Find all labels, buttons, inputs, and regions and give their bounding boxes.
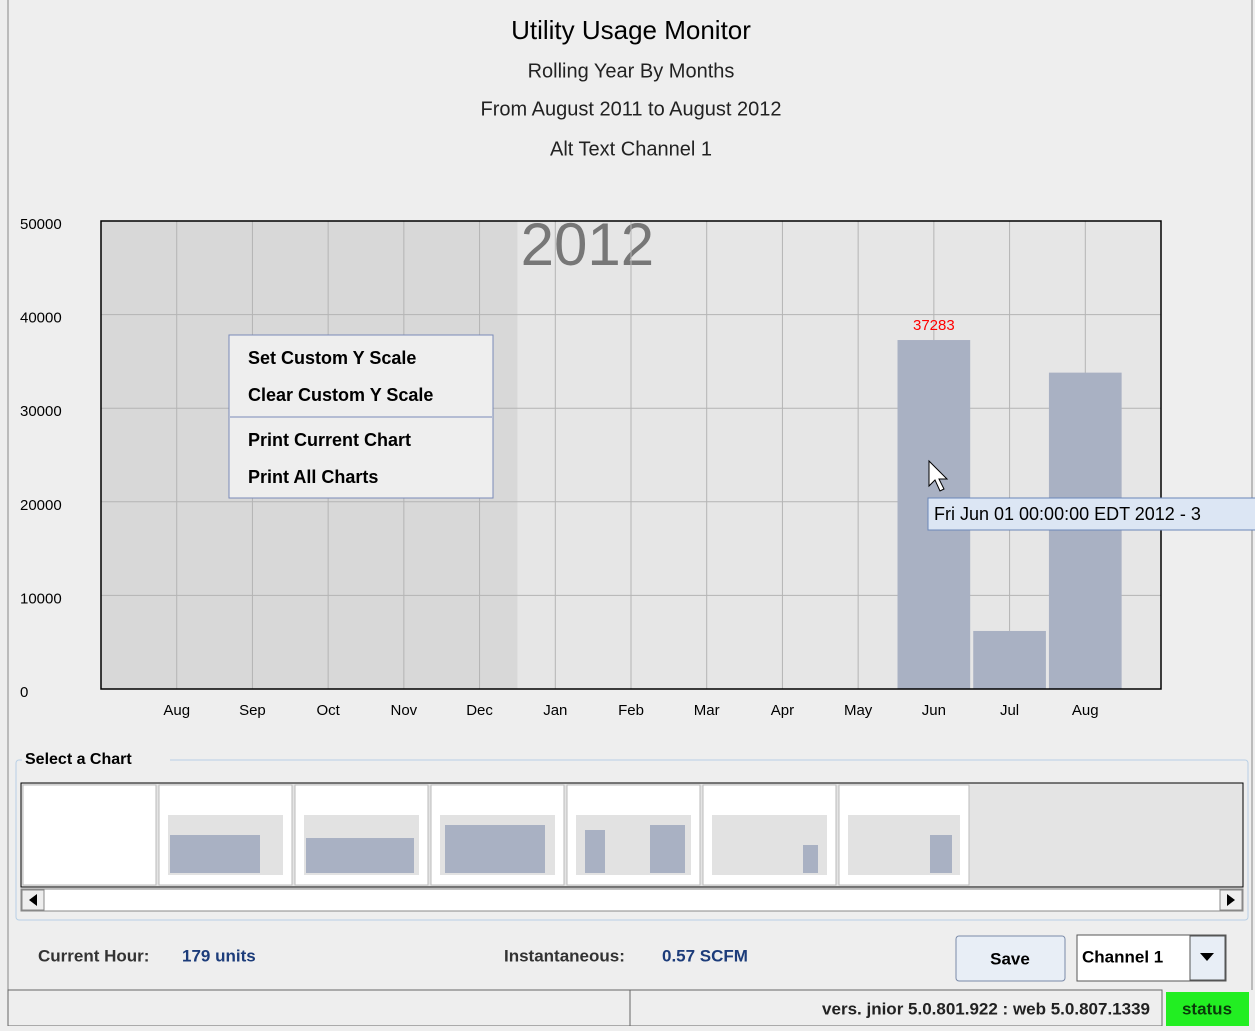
menu-item[interactable]: Set Custom Y Scale [248, 348, 416, 368]
subtitle: From August 2011 to August 2012 [481, 98, 782, 120]
plot-border [100, 220, 1162, 690]
y-tick-label: 50000 [20, 216, 62, 233]
instantaneous-value: 0.57 SCFM [662, 946, 748, 965]
cursor [928, 459, 949, 492]
scroll-right-arrow [1227, 894, 1235, 906]
thumbnail-bars [170, 835, 260, 873]
thumbnail-bars [306, 838, 414, 873]
x-tick-label: Nov [391, 702, 418, 719]
x-tick-label: Jul [1000, 702, 1019, 719]
context-menu: Set Custom Y Scale Clear Custom Y Scale … [228, 334, 494, 499]
instantaneous-label: Instantaneous: [504, 946, 625, 965]
year-annotation: 2012 [521, 211, 654, 278]
bar [1048, 372, 1122, 689]
thumbnails [22, 784, 970, 886]
plot: 2012 0 10000 20000 30000 40000 50000 Aug Sep Oct N… [20, 211, 1162, 719]
current-hour-value: 179 units [182, 946, 256, 965]
x-tick-label: Aug [1072, 702, 1099, 719]
selector-title: Select a Chart [25, 751, 132, 768]
current-hour-label: Current Hour: [38, 946, 149, 965]
tooltip-box [927, 497, 1255, 531]
thumbnail-bars [585, 830, 605, 873]
x-tick-label: May [844, 702, 873, 719]
y-tick-label: 20000 [20, 497, 62, 514]
x-tick-label: Oct [316, 702, 340, 719]
save-label: Save [990, 949, 1030, 968]
menu-item[interactable]: Print All Charts [248, 467, 378, 487]
y-tick-label: 30000 [20, 403, 62, 420]
save-button[interactable] [955, 935, 1066, 982]
menu-item[interactable]: Print Current Chart [248, 430, 411, 450]
scrollbar[interactable] [20, 888, 1244, 912]
status-panel [629, 989, 1163, 1027]
x-tick-label: Mar [694, 702, 720, 719]
dropdown-arrow [1200, 953, 1214, 961]
status: status [1182, 999, 1232, 1018]
y-tick-label: 10000 [20, 590, 62, 607]
status-panel [7, 989, 631, 1027]
x-tick-label: Jun [922, 702, 946, 719]
x-tick-label: Sep [239, 702, 266, 719]
channel-label: Channel 1 [1082, 947, 1163, 966]
status-box [1166, 992, 1249, 1026]
subtitle: Rolling Year By Months [528, 60, 735, 82]
bar [973, 630, 1046, 689]
x-tick-label: Apr [771, 702, 794, 719]
tooltip: Fri Jun 01 00:00:00 EDT 2012 - 3 [934, 504, 1201, 524]
x-tick-label: Feb [618, 702, 644, 719]
thumbnail-bars [650, 825, 685, 873]
thumbnail-bars [803, 845, 818, 873]
value-label: 37283 [913, 317, 955, 334]
chart-title: Utility Usage Monitor [511, 15, 751, 45]
version: vers. jnior 5.0.801.922 : web 5.0.807.13… [822, 999, 1150, 1018]
selector-border [15, 759, 1249, 921]
y-tick-label: 40000 [20, 310, 62, 327]
selector-title-bg [22, 752, 170, 770]
subtitle: Alt Text Channel 1 [550, 138, 712, 160]
menu-item[interactable]: Clear Custom Y Scale [248, 385, 433, 405]
x-tick-label: Jan [543, 702, 567, 719]
thumbnail[interactable] [22, 784, 157, 886]
thumbnail-bars [930, 835, 952, 873]
x-tick-label: Dec [466, 702, 493, 719]
thumbnail-bars [445, 825, 545, 873]
scroll-left-arrow [29, 894, 37, 906]
x-tick-label: Aug [163, 702, 190, 719]
y-tick-label: 0 [20, 684, 28, 701]
